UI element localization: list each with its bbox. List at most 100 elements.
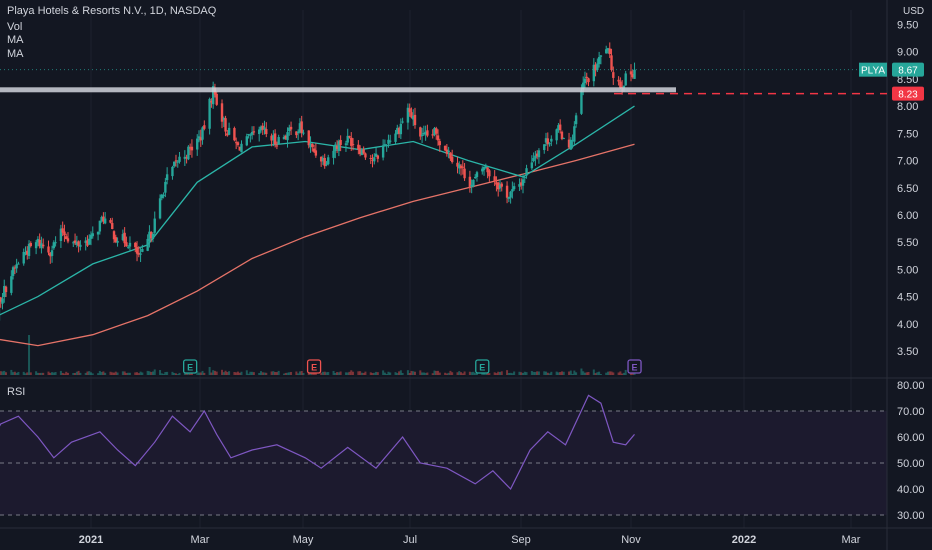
candles bbox=[0, 42, 636, 321]
earnings-marker[interactable] bbox=[475, 359, 490, 374]
volume-bar bbox=[412, 371, 415, 375]
candle-body bbox=[346, 135, 349, 143]
volume-bar bbox=[543, 371, 546, 375]
volume-bar bbox=[196, 370, 199, 375]
volume-bar bbox=[171, 371, 174, 375]
candle-body bbox=[275, 145, 279, 147]
candle-body bbox=[26, 250, 29, 255]
candle-body bbox=[412, 115, 415, 120]
volume-bar bbox=[221, 369, 224, 375]
candle-body bbox=[96, 231, 100, 235]
volume-bar bbox=[224, 370, 227, 375]
time-axis-tick: Sep bbox=[511, 534, 531, 546]
volume-bar bbox=[463, 371, 466, 375]
candle-body bbox=[373, 157, 376, 162]
candle-body bbox=[459, 165, 463, 169]
volume-bar bbox=[433, 370, 436, 375]
candle-body bbox=[312, 148, 316, 152]
volume-bar bbox=[530, 371, 533, 375]
volume-bar bbox=[608, 371, 611, 375]
candle-body bbox=[149, 231, 153, 239]
volume-bar bbox=[555, 371, 558, 375]
volume-bar bbox=[40, 372, 43, 375]
volume-bar bbox=[352, 371, 355, 375]
candle-body bbox=[141, 249, 144, 252]
volume-bar bbox=[458, 371, 461, 375]
candle-body bbox=[585, 76, 588, 79]
volume-bar bbox=[474, 372, 477, 375]
volume-bar bbox=[240, 371, 243, 375]
candle-body bbox=[47, 246, 50, 253]
volume-bar bbox=[13, 371, 16, 375]
candle-body bbox=[431, 134, 434, 136]
volume-bar bbox=[461, 373, 464, 375]
candle-body bbox=[383, 144, 387, 146]
alert-price-tag-label: 8.23 bbox=[898, 90, 918, 101]
price-axis-tick: 5.00 bbox=[897, 264, 918, 276]
candle-body bbox=[98, 220, 102, 232]
volume-bar bbox=[247, 373, 250, 375]
candle-body bbox=[560, 131, 564, 139]
candle-body bbox=[222, 117, 225, 120]
candle-body bbox=[573, 126, 576, 142]
earnings-marker-label: E bbox=[187, 363, 193, 373]
candle-body bbox=[580, 90, 583, 114]
candle-body bbox=[394, 133, 397, 142]
earnings-marker-label: E bbox=[311, 363, 317, 373]
volume-bar bbox=[15, 372, 18, 375]
price-axis-tick: 8.00 bbox=[897, 101, 918, 113]
volume-bar bbox=[435, 370, 438, 375]
volume-bar bbox=[394, 372, 397, 375]
candle-body bbox=[351, 144, 355, 146]
candle-body bbox=[486, 167, 489, 173]
candle-body bbox=[470, 184, 473, 187]
candle-body bbox=[399, 123, 403, 135]
candle-body bbox=[511, 189, 514, 192]
volume-bar bbox=[422, 372, 425, 375]
candle-body bbox=[54, 242, 57, 244]
volume-bar bbox=[215, 371, 218, 375]
candle-body bbox=[286, 132, 289, 141]
candle-body bbox=[183, 156, 187, 159]
candle-body bbox=[125, 242, 128, 247]
rsi-line bbox=[0, 394, 635, 491]
candle-body bbox=[296, 131, 300, 134]
candle-body bbox=[362, 149, 365, 154]
candle-body bbox=[309, 143, 312, 148]
candle-body bbox=[160, 194, 164, 199]
candle-body bbox=[520, 182, 523, 186]
time-axis-tick: 2021 bbox=[79, 534, 103, 546]
candle-body bbox=[436, 135, 440, 141]
time-axis-tick: Nov bbox=[621, 534, 641, 546]
candle-body bbox=[543, 144, 546, 151]
volume-bar bbox=[54, 372, 57, 375]
earnings-marker[interactable] bbox=[182, 359, 198, 374]
volume-bar bbox=[408, 372, 411, 375]
candle-body bbox=[447, 150, 450, 153]
candle-body bbox=[426, 130, 429, 136]
earnings-marker[interactable] bbox=[627, 359, 642, 374]
candle-body bbox=[633, 69, 636, 79]
candle-body bbox=[612, 72, 615, 78]
volume-bar bbox=[258, 372, 261, 375]
volume-bar bbox=[406, 370, 409, 375]
volume-bar bbox=[389, 372, 392, 375]
candle-body bbox=[40, 243, 43, 249]
volume-bar bbox=[139, 371, 142, 375]
candle-body bbox=[41, 244, 45, 247]
volume-bar bbox=[22, 371, 25, 375]
earnings-marker[interactable] bbox=[306, 359, 322, 374]
volume-bar bbox=[5, 372, 8, 375]
candle-body bbox=[298, 123, 302, 133]
candle-body bbox=[66, 238, 70, 242]
candle-body bbox=[199, 137, 202, 141]
candle-body bbox=[139, 253, 142, 255]
volume-bar bbox=[153, 369, 156, 375]
candle-body bbox=[100, 217, 103, 221]
volume-bar bbox=[559, 372, 562, 375]
time-axis-tick: May bbox=[293, 534, 314, 546]
volume-bar bbox=[518, 371, 521, 375]
resistance-level-band[interactable] bbox=[0, 87, 676, 93]
volume-bar bbox=[146, 370, 149, 375]
